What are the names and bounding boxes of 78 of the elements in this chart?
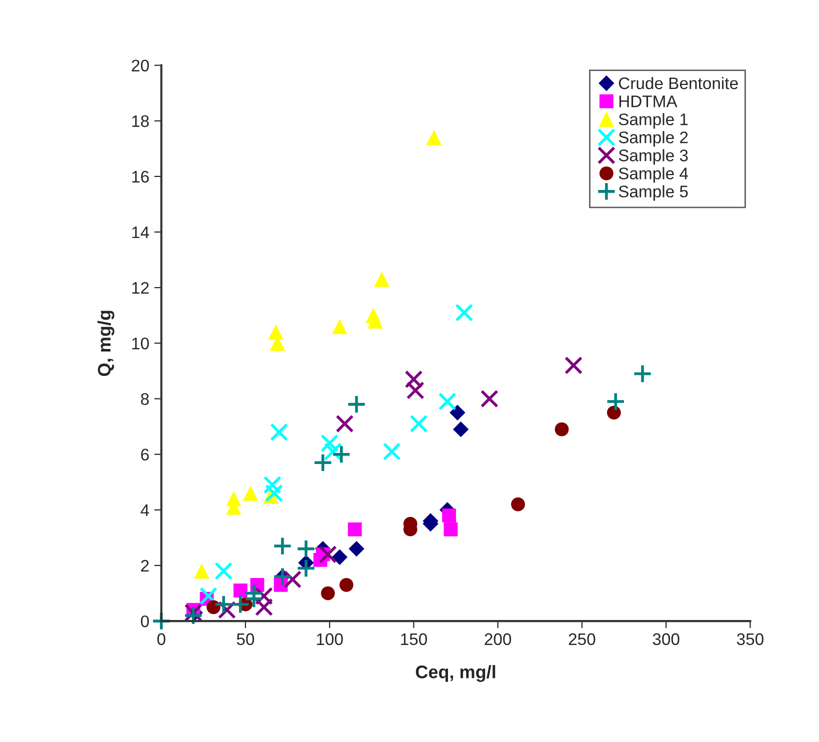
point	[184, 606, 204, 626]
y-tick-label: 12	[132, 282, 149, 294]
y-tick-label: 20	[132, 60, 149, 72]
x-tick-label: 250	[568, 633, 596, 646]
point	[313, 452, 333, 472]
point	[320, 434, 339, 452]
point	[244, 589, 264, 609]
point	[564, 356, 583, 374]
point	[199, 587, 218, 606]
legend-label: Sample 4	[618, 167, 688, 183]
point	[152, 611, 172, 631]
point	[452, 421, 469, 438]
y-tick-label: 4	[140, 504, 150, 516]
x-tick-label: 0	[157, 633, 166, 646]
point	[426, 130, 442, 146]
legend-label: Crude Bentonite	[618, 76, 738, 90]
point	[263, 476, 282, 494]
point	[332, 318, 348, 334]
x-tick-label: 300	[652, 633, 680, 646]
point	[336, 414, 354, 433]
point	[318, 545, 337, 564]
x-axis-title: Ceq, mg/l	[416, 665, 496, 682]
point	[404, 370, 423, 388]
x-tick-label: 150	[401, 633, 427, 646]
point	[410, 414, 428, 433]
legend-label: Sample 2	[618, 131, 688, 147]
point	[348, 540, 364, 557]
y-tick-label: 2	[141, 560, 149, 572]
point	[332, 444, 352, 464]
y-tick-label: 14	[132, 226, 150, 238]
point	[442, 508, 456, 522]
y-tick-label: 6	[141, 448, 149, 461]
point	[406, 381, 424, 400]
legend-label: Sample 3	[618, 149, 688, 165]
x-tick-label: 100	[316, 633, 343, 646]
point	[480, 390, 498, 408]
y-tick-label: 16	[132, 170, 149, 183]
point	[346, 394, 366, 414]
point	[348, 522, 362, 536]
point	[194, 563, 210, 579]
point	[374, 272, 390, 287]
point	[632, 364, 652, 384]
point	[444, 522, 458, 536]
x-tick-label: 350	[736, 633, 764, 646]
y-tick-label: 10	[132, 338, 149, 350]
point	[320, 586, 335, 600]
point	[214, 562, 233, 580]
point	[606, 406, 621, 420]
point	[296, 539, 316, 559]
x-tick-label: 50	[236, 633, 254, 646]
point	[272, 536, 292, 556]
point	[296, 558, 316, 578]
point	[324, 442, 342, 461]
point	[606, 392, 626, 412]
legend-label: Sample 1	[618, 113, 688, 129]
point	[284, 570, 302, 588]
point	[382, 442, 401, 461]
y-axis-title: Q, mg/g	[97, 310, 114, 376]
legend-label: HDTMA	[619, 96, 678, 108]
point	[455, 304, 474, 322]
y-tick-label: 0	[140, 615, 149, 628]
point	[268, 324, 284, 340]
x-tick-label: 200	[484, 633, 512, 646]
point	[339, 578, 354, 592]
point	[242, 486, 258, 501]
y-tick-label: 8	[140, 393, 149, 405]
point	[438, 392, 456, 411]
point	[233, 584, 248, 598]
point	[265, 484, 284, 502]
point	[332, 549, 348, 565]
point	[450, 404, 466, 420]
point	[511, 497, 525, 512]
point	[554, 422, 569, 436]
point	[270, 423, 288, 442]
y-tick-label: 18	[132, 115, 149, 128]
point	[214, 594, 234, 614]
point	[230, 594, 250, 614]
legend-label: Sample 5	[618, 185, 688, 201]
